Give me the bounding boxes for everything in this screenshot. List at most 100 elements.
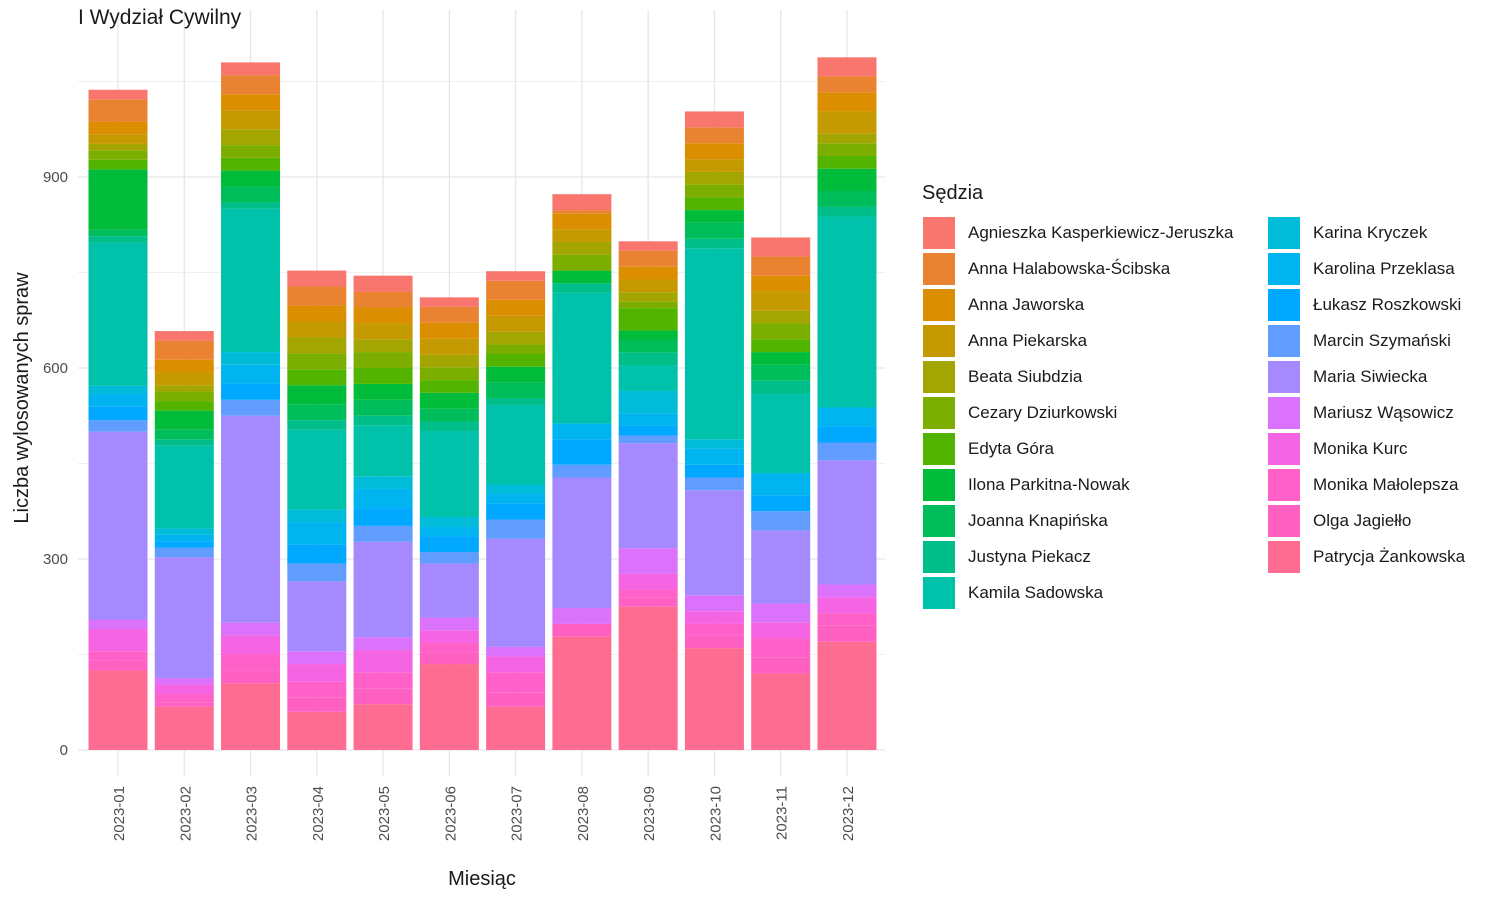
bar-segment: [221, 186, 281, 203]
legend-label: Patrycja Żankowska: [1313, 547, 1466, 566]
bar-segment: [221, 75, 281, 95]
bar-segment: [154, 340, 214, 360]
legend-key: [1267, 252, 1301, 286]
bar-segment: [221, 415, 281, 623]
bar-segment: [751, 622, 811, 639]
bar-segment: [618, 597, 678, 607]
bar-segment: [287, 270, 347, 287]
bar-segment: [618, 308, 678, 331]
bar-segment: [353, 368, 413, 384]
bar-segment: [684, 238, 744, 249]
bar-segment: [419, 338, 479, 355]
bar-segment: [618, 573, 678, 590]
bar-segment: [419, 297, 479, 307]
bar-segment: [486, 656, 546, 673]
bar-segment: [552, 270, 612, 284]
bar-segment: [751, 380, 811, 394]
bar-segment: [817, 76, 877, 93]
legend-item: Mariusz Wąsowicz: [1267, 395, 1500, 431]
bar-segment: [88, 143, 148, 151]
bar-segment: [684, 635, 744, 649]
bar-segment: [684, 464, 744, 478]
bar-segment: [618, 413, 678, 426]
bar-segment: [817, 407, 877, 427]
legend: Sędzia Agnieszka Kasperkiewicz-Jeruszka A…: [922, 182, 1500, 611]
bar-segment: [221, 129, 281, 146]
bar-segment: [287, 563, 347, 582]
bar-segment: [221, 62, 281, 76]
bar-segment: [221, 170, 281, 187]
bar-segment: [486, 538, 546, 647]
chart-title: I Wydział Cywilny: [78, 6, 242, 29]
legend-item: Łukasz Roszkowski: [1267, 287, 1500, 323]
y-axis-title: Liczba wylosowanych spraw: [11, 272, 33, 524]
bar-segment: [486, 353, 546, 367]
bar-segment: [552, 229, 612, 242]
bar-segment: [552, 477, 612, 609]
bar-segment: [552, 254, 612, 271]
bar-segment: [353, 672, 413, 689]
bar-segment: [353, 352, 413, 368]
bar-segment: [486, 299, 546, 316]
bar-segment: [221, 208, 281, 353]
bar-segment: [287, 697, 347, 712]
bar-segment: [486, 366, 546, 383]
bar-segment: [353, 541, 413, 638]
bar-segment: [618, 606, 678, 750]
legend-key: [1267, 216, 1301, 250]
bar-segment: [287, 509, 347, 523]
bar-segment: [88, 236, 148, 243]
bar-segment: [154, 541, 214, 548]
legend-item: Cezary Dziurkowski: [922, 395, 1267, 431]
bar-segment: [419, 322, 479, 339]
bar-segment: [88, 660, 148, 671]
bar-segment: [353, 525, 413, 542]
bar-segment: [419, 563, 479, 618]
bar-segment: [419, 551, 479, 564]
bar-segment: [154, 385, 214, 392]
legend-item: Olga Jagiełło: [1267, 503, 1500, 539]
legend-key: [922, 396, 956, 430]
bar-segment: [684, 477, 744, 491]
bar-segment: [221, 110, 281, 130]
bar-segment: [486, 692, 546, 707]
bar-segment: [154, 372, 214, 386]
legend-key: [922, 468, 956, 502]
bar-segment: [287, 420, 347, 430]
bar-segment: [154, 534, 214, 542]
legend-item: Anna Jaworska: [922, 287, 1267, 323]
bar-segment: [419, 652, 479, 665]
bar-segment: [88, 229, 148, 237]
bar-segment: [287, 321, 347, 338]
legend-label: Maria Siwiecka: [1313, 367, 1428, 386]
bar-segment: [154, 678, 214, 685]
bar-segment: [618, 443, 678, 549]
x-tick-label: 2023-11: [774, 786, 791, 840]
legend-label: Anna Piekarska: [968, 331, 1088, 350]
bar-segment: [618, 330, 678, 340]
bar-segment: [419, 306, 479, 323]
bar-segment: [287, 429, 347, 510]
bar-segment: [618, 339, 678, 353]
bar-segment: [552, 292, 612, 424]
bar-segment: [817, 133, 877, 144]
bar-segment: [552, 210, 612, 214]
bar-segment: [684, 210, 744, 223]
legend-key: [1267, 396, 1301, 430]
bar-segment: [751, 638, 811, 658]
legend-key: [922, 216, 956, 250]
bar-segment: [486, 519, 546, 539]
bar-segment: [353, 307, 413, 324]
x-tick-label: 2023-09: [641, 786, 658, 841]
bar-segment: [221, 364, 281, 384]
bar-segment: [817, 426, 877, 443]
bar-segment: [684, 490, 744, 596]
bar-segment: [684, 248, 744, 440]
bar-segment: [419, 643, 479, 653]
bar-segment: [88, 150, 148, 160]
bar-segment: [751, 657, 811, 674]
bar-segment: [287, 305, 347, 322]
bar-segment: [486, 398, 546, 405]
bar-segment: [88, 619, 148, 630]
bar-segment: [353, 415, 413, 426]
